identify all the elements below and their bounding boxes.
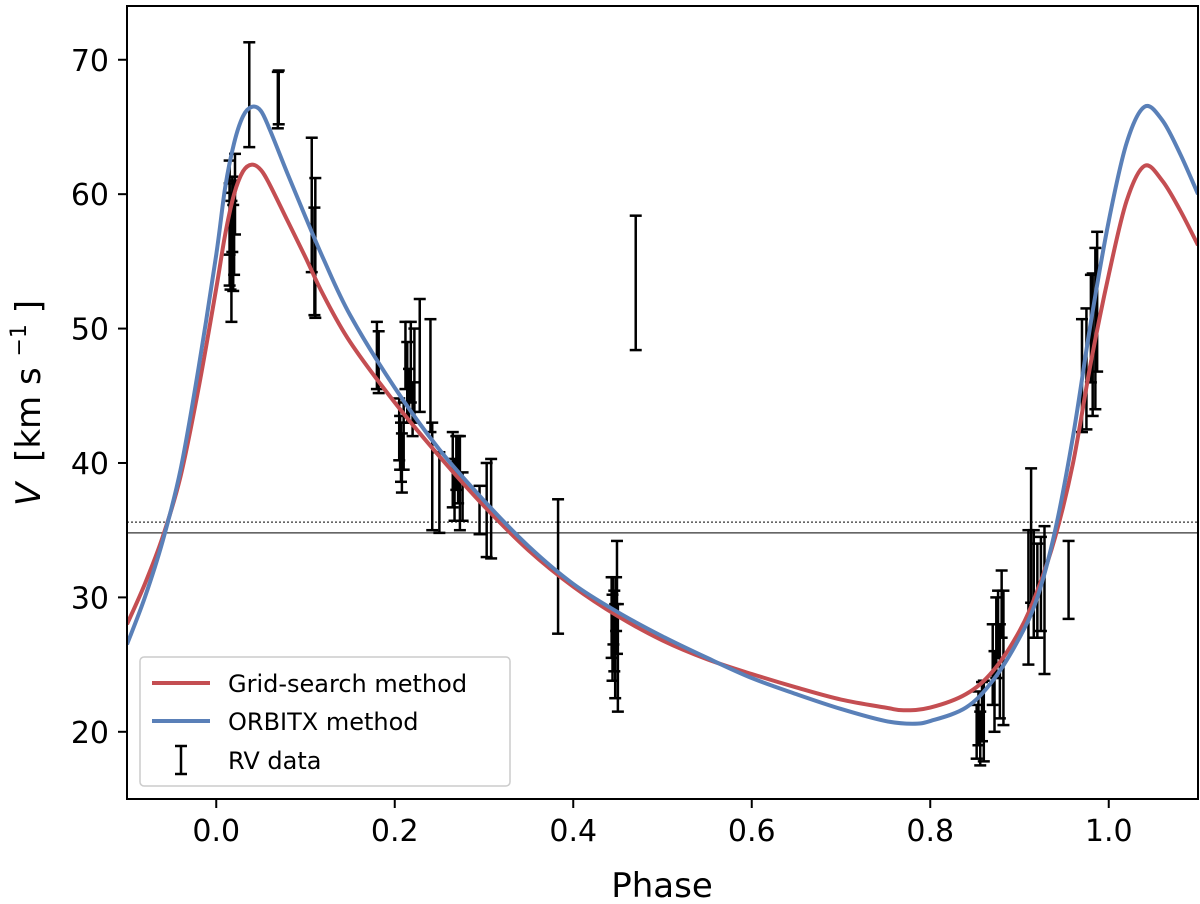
rv-errorbar	[413, 297, 426, 414]
y-tick-label: 30	[71, 581, 109, 616]
rv-errorbar	[453, 434, 466, 532]
rv-errorbar	[552, 498, 565, 635]
rv-errorbar	[1025, 467, 1038, 605]
rv-errorbar	[271, 70, 284, 130]
x-tick-label: 1.0	[1085, 814, 1133, 849]
rv-errorbar	[1089, 246, 1102, 411]
grid-search-curve	[127, 162, 1198, 713]
rv-errorbar	[243, 41, 256, 149]
legend-box	[139, 656, 511, 787]
legend-label-rv-data: RV data	[228, 747, 321, 775]
legend-swatch-rv-data	[175, 744, 187, 776]
y-axis-unit-prefix: [km s	[9, 367, 49, 462]
legend-label-orbitx: ORBITX method	[228, 708, 419, 736]
rv-errorbar	[433, 450, 446, 535]
y-tick-label: 50	[71, 313, 109, 348]
rv-errorbar	[395, 432, 408, 494]
rv-errorbar	[1038, 524, 1051, 676]
y-tick-label: 40	[71, 447, 109, 482]
y-axis-label: V [km s −1 ]	[0, 300, 49, 506]
y-axis-unit-exponent: −1	[7, 324, 32, 356]
plot-frame	[126, 5, 1199, 800]
legend-label-grid-search: Grid-search method	[228, 670, 467, 698]
rv-errorbar	[424, 317, 437, 434]
legend: Grid-search method ORBITX method RV data	[139, 656, 511, 787]
y-axis-unit-suffix: ]	[9, 300, 49, 313]
y-tick-label: 70	[71, 44, 109, 79]
y-axis-symbol: V	[9, 480, 49, 506]
rv-errorbar	[629, 214, 642, 352]
y-tick-label: 20	[71, 716, 109, 751]
y-tick-label: 60	[71, 178, 109, 213]
y-axis: 20 30 40 50 60 70	[71, 44, 127, 751]
rv-errorbar	[1062, 539, 1075, 621]
x-tick-label: 0.8	[906, 814, 954, 849]
x-axis-label: Phase	[611, 866, 713, 904]
orbitx-curve	[127, 103, 1198, 726]
rv-errorbar	[309, 176, 322, 320]
rv-errorbar	[995, 569, 1008, 639]
x-tick-label: 0.6	[728, 814, 776, 849]
x-tick-label: 0.4	[549, 814, 597, 849]
rv-errorbar	[611, 602, 624, 713]
x-tick-label: 0.2	[371, 814, 419, 849]
rv-errorbar	[1091, 230, 1104, 373]
model-curves	[127, 103, 1198, 726]
x-tick-label: 0.0	[192, 814, 240, 849]
x-axis: 0.0 0.2 0.4 0.6 0.8 1.0	[192, 799, 1133, 849]
